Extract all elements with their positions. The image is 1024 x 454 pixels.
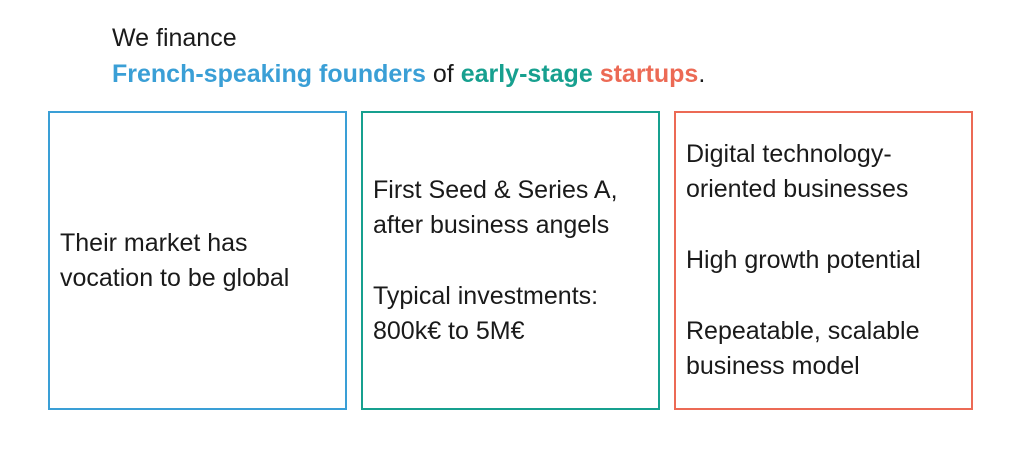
headline-space — [593, 60, 600, 88]
growth-text: High growth potential — [686, 246, 921, 274]
criteria-box-startups: Digital technology-oriented businesses H… — [674, 111, 973, 410]
headline: We finance French-speaking founders of e… — [112, 20, 705, 92]
investment-size-text: Typical investments: 800k€ to 5M€ — [373, 281, 599, 345]
business-model-text: Repeatable, scalable business model — [686, 317, 920, 380]
headline-of: of — [425, 60, 461, 88]
headline-startups: startups — [599, 60, 699, 88]
stage-text: First Seed & Series A, after business an… — [373, 175, 618, 239]
market-text: Their market has vocation to be global — [60, 228, 290, 292]
headline-founders: French-speaking founders — [112, 60, 426, 88]
headline-early-stage: early-stage — [460, 60, 593, 88]
headline-statement: French-speaking founders of early-stage … — [112, 56, 705, 92]
digital-text: Digital technology-oriented businesses — [686, 140, 909, 203]
headline-period: . — [698, 60, 706, 88]
criteria-box-stage: First Seed & Series A, after business an… — [361, 111, 660, 410]
headline-intro: We finance — [112, 24, 237, 52]
criteria-box-market: Their market has vocation to be global — [48, 111, 347, 410]
